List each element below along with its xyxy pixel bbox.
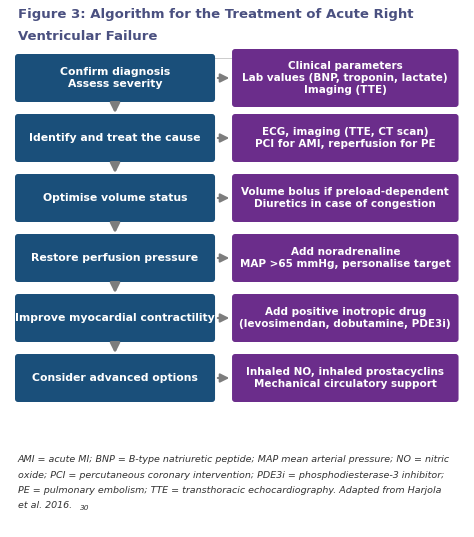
FancyBboxPatch shape xyxy=(232,174,458,222)
Text: Ventricular Failure: Ventricular Failure xyxy=(18,30,157,43)
Text: oxide; PCI = percutaneous coronary intervention; PDE3i = phosphodiesterase-3 inh: oxide; PCI = percutaneous coronary inter… xyxy=(18,470,444,480)
Text: Restore perfusion pressure: Restore perfusion pressure xyxy=(31,253,199,263)
Text: 30: 30 xyxy=(80,505,90,512)
Text: Inhaled NO, inhaled prostacyclins
Mechanical circulatory support: Inhaled NO, inhaled prostacyclins Mechan… xyxy=(246,367,444,389)
Text: Identify and treat the cause: Identify and treat the cause xyxy=(29,133,201,143)
Text: et al. 2016.: et al. 2016. xyxy=(18,502,72,511)
FancyBboxPatch shape xyxy=(15,354,215,402)
Text: AMI = acute MI; BNP = B-type natriuretic peptide; MAP mean arterial pressure; NO: AMI = acute MI; BNP = B-type natriuretic… xyxy=(18,455,450,464)
FancyBboxPatch shape xyxy=(15,234,215,282)
FancyBboxPatch shape xyxy=(15,114,215,162)
Text: Clinical parameters
Lab values (BNP, troponin, lactate)
Imaging (TTE): Clinical parameters Lab values (BNP, tro… xyxy=(243,61,448,96)
FancyBboxPatch shape xyxy=(232,49,458,107)
Text: Figure 3: Algorithm for the Treatment of Acute Right: Figure 3: Algorithm for the Treatment of… xyxy=(18,8,413,21)
FancyBboxPatch shape xyxy=(232,354,458,402)
FancyBboxPatch shape xyxy=(15,174,215,222)
Text: Optimise volume status: Optimise volume status xyxy=(43,193,187,203)
FancyBboxPatch shape xyxy=(232,294,458,342)
Text: ECG, imaging (TTE, CT scan)
PCI for AMI, reperfusion for PE: ECG, imaging (TTE, CT scan) PCI for AMI,… xyxy=(255,127,436,149)
Text: Consider advanced options: Consider advanced options xyxy=(32,373,198,383)
Text: Volume bolus if preload-dependent
Diuretics in case of congestion: Volume bolus if preload-dependent Diuret… xyxy=(241,187,449,209)
Text: Add noradrenaline
MAP >65 mmHg, personalise target: Add noradrenaline MAP >65 mmHg, personal… xyxy=(240,247,451,269)
FancyBboxPatch shape xyxy=(232,234,458,282)
FancyBboxPatch shape xyxy=(232,114,458,162)
Text: Add positive inotropic drug
(levosimendan, dobutamine, PDE3i): Add positive inotropic drug (levosimenda… xyxy=(239,307,451,329)
FancyBboxPatch shape xyxy=(15,294,215,342)
Text: Improve myocardial contractility: Improve myocardial contractility xyxy=(15,313,215,323)
Text: PE = pulmonary embolism; TTE = transthoracic echocardiography. Adapted from Harj: PE = pulmonary embolism; TTE = transthor… xyxy=(18,486,441,495)
FancyBboxPatch shape xyxy=(15,54,215,102)
Text: Confirm diagnosis
Assess severity: Confirm diagnosis Assess severity xyxy=(60,67,170,89)
